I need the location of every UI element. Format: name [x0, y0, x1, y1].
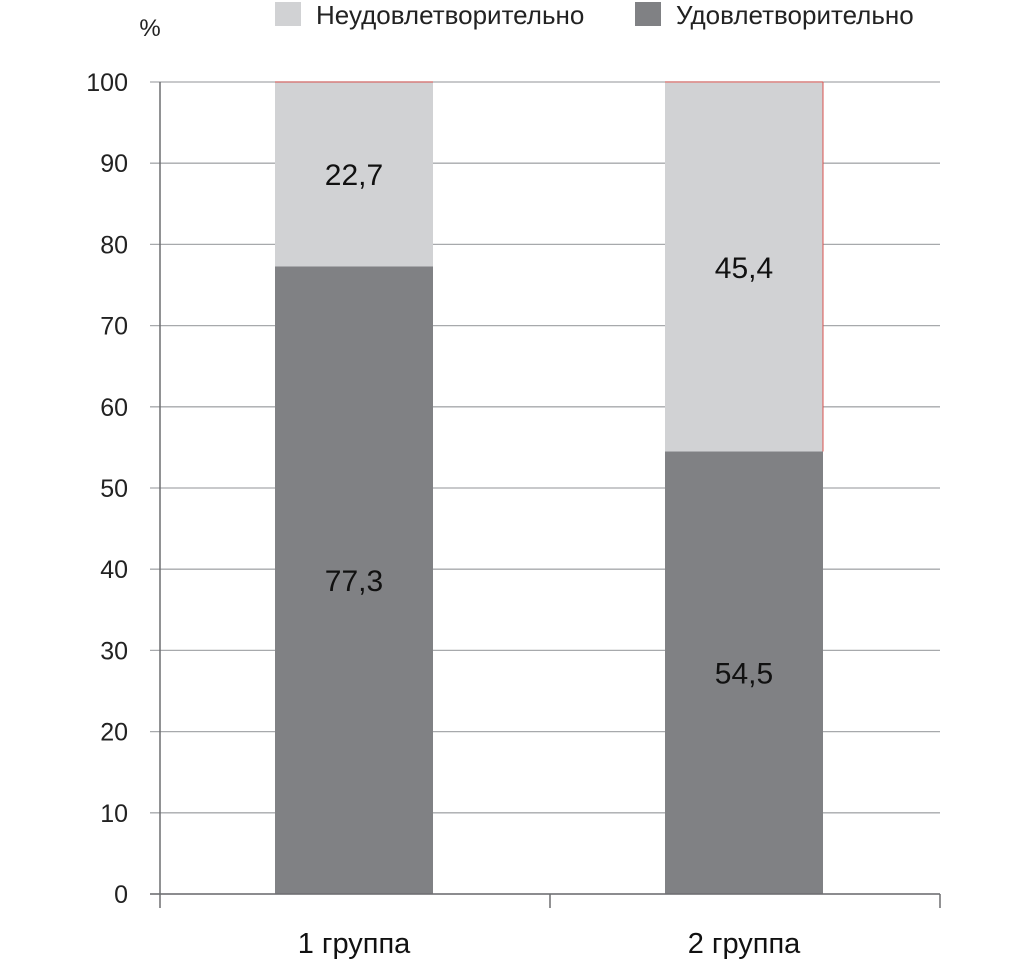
- y-tick-label: 80: [100, 231, 128, 259]
- x-tick-label: 1 группа: [298, 928, 411, 960]
- bar-segment: [665, 82, 823, 452]
- data-label: 45,4: [715, 252, 773, 285]
- bar-segment: [275, 82, 433, 267]
- legend-label: Неудовлетворительно: [316, 0, 584, 30]
- y-axis-unit-label: %: [139, 15, 160, 42]
- y-tick-label: 50: [100, 475, 128, 503]
- legend-swatch: [275, 2, 301, 26]
- data-label: 77,3: [325, 565, 383, 598]
- y-tick-label: 10: [100, 800, 128, 828]
- y-tick-label: 0: [114, 881, 128, 909]
- data-label: 54,5: [715, 658, 773, 691]
- bars: [275, 81, 824, 895]
- y-tick-label: 20: [100, 719, 128, 747]
- y-tick-label: 70: [100, 313, 128, 341]
- y-tick-label: 100: [86, 69, 128, 97]
- y-tick-label: 30: [100, 637, 128, 665]
- y-axis-ticks: 0 10 20 30 40 50 60 70 80 90 100: [86, 69, 128, 909]
- bar-segment: [275, 266, 433, 895]
- data-label: 22,7: [325, 159, 383, 192]
- legend: Неудовлетворительно Удовлетворительно: [275, 0, 914, 30]
- data-labels: 77,3 22,7 54,5 45,4: [325, 159, 773, 691]
- legend-swatch: [635, 2, 661, 26]
- bar-segment: [665, 451, 823, 894]
- legend-label: Удовлетворительно: [676, 0, 914, 30]
- x-tick-label: 2 группа: [688, 928, 801, 960]
- y-tick-label: 40: [100, 556, 128, 584]
- y-tick-label: 90: [100, 150, 128, 178]
- x-axis: 1 группа 2 группа: [150, 893, 941, 960]
- y-tick-label: 60: [100, 394, 128, 422]
